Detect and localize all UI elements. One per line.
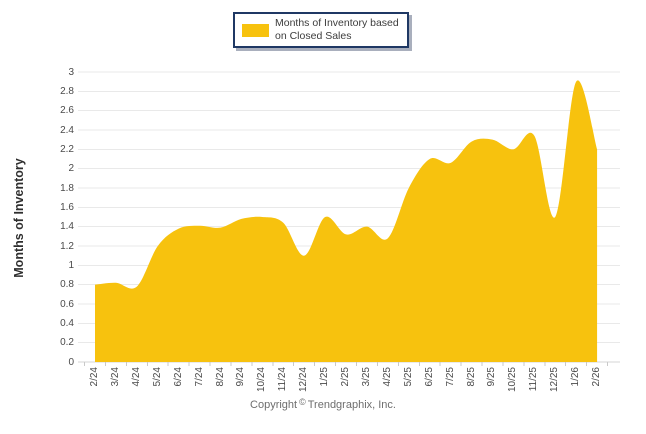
x-tick-label: 4/24 — [130, 367, 142, 387]
y-tick-label: 2.4 — [60, 124, 74, 136]
x-tick-label: 11/24 — [277, 367, 289, 392]
x-tick-label: 5/25 — [402, 367, 414, 387]
legend-swatch-icon — [242, 23, 269, 37]
copyright-prefix: Copyright — [250, 399, 298, 411]
legend-label-line2: on Closed Sales — [275, 30, 352, 42]
x-tick-label: 10/25 — [507, 367, 519, 393]
y-tick-label: 2.8 — [60, 85, 74, 97]
x-tick-label: 8/24 — [214, 367, 226, 387]
x-tick-label: 6/24 — [172, 367, 184, 387]
y-tick-label: 1.8 — [60, 182, 74, 194]
legend-label: Months of Inventory based on Closed Sale… — [275, 17, 399, 43]
x-tick-label: 3/25 — [360, 367, 372, 387]
x-tick-label: 7/25 — [444, 367, 456, 387]
x-tick-label: 3/24 — [109, 367, 121, 387]
y-tick-label: 0.2 — [60, 337, 74, 349]
x-tick-label: 8/25 — [465, 367, 477, 387]
y-tick-label: 3 — [68, 66, 74, 78]
x-tick-label: 2/24 — [89, 367, 100, 387]
inventory-area-series — [95, 80, 598, 363]
x-tick-label: 9/25 — [486, 367, 498, 387]
y-tick-label: 2.6 — [60, 105, 74, 117]
y-tick-label: 0.4 — [60, 317, 74, 329]
y-tick-label: 2 — [68, 163, 74, 175]
x-tick-label: 7/24 — [193, 367, 205, 387]
y-tick-label: 0.6 — [60, 298, 74, 310]
y-tick-label: 0.8 — [60, 279, 74, 291]
x-tick-label: 1/25 — [319, 367, 331, 387]
y-tick-label: 1.6 — [60, 201, 74, 213]
x-tick-label: 2/26 — [591, 367, 603, 387]
x-tick-label: 2/25 — [340, 367, 352, 387]
x-tick-label: 12/24 — [298, 367, 310, 393]
y-tick-label: 1.2 — [60, 240, 74, 252]
copyright-symbol: © — [299, 397, 306, 407]
x-tick-label: 1/26 — [570, 367, 582, 387]
x-tick-label: 12/25 — [549, 367, 561, 393]
copyright-footer: Copyright © Trendgraphix, Inc. — [0, 397, 646, 411]
legend-label-line1: Months of Inventory based — [275, 17, 399, 29]
x-tick-label: 5/24 — [151, 367, 163, 387]
x-tick-label: 4/25 — [381, 367, 393, 387]
legend: Months of Inventory based on Closed Sale… — [233, 12, 409, 48]
y-tick-label: 1 — [68, 259, 74, 271]
x-tick-label: 11/25 — [528, 367, 540, 392]
x-tick-label: 10/24 — [256, 367, 268, 393]
x-tick-label: 6/25 — [423, 367, 435, 387]
y-tick-label: 2.2 — [60, 143, 74, 155]
y-axis-title: Months of Inventory — [12, 158, 26, 278]
y-tick-label: 0 — [68, 356, 74, 368]
copyright-company: Trendgraphix, Inc. — [307, 399, 396, 411]
x-tick-label: 9/24 — [235, 367, 247, 387]
y-tick-label: 1.4 — [60, 221, 74, 233]
